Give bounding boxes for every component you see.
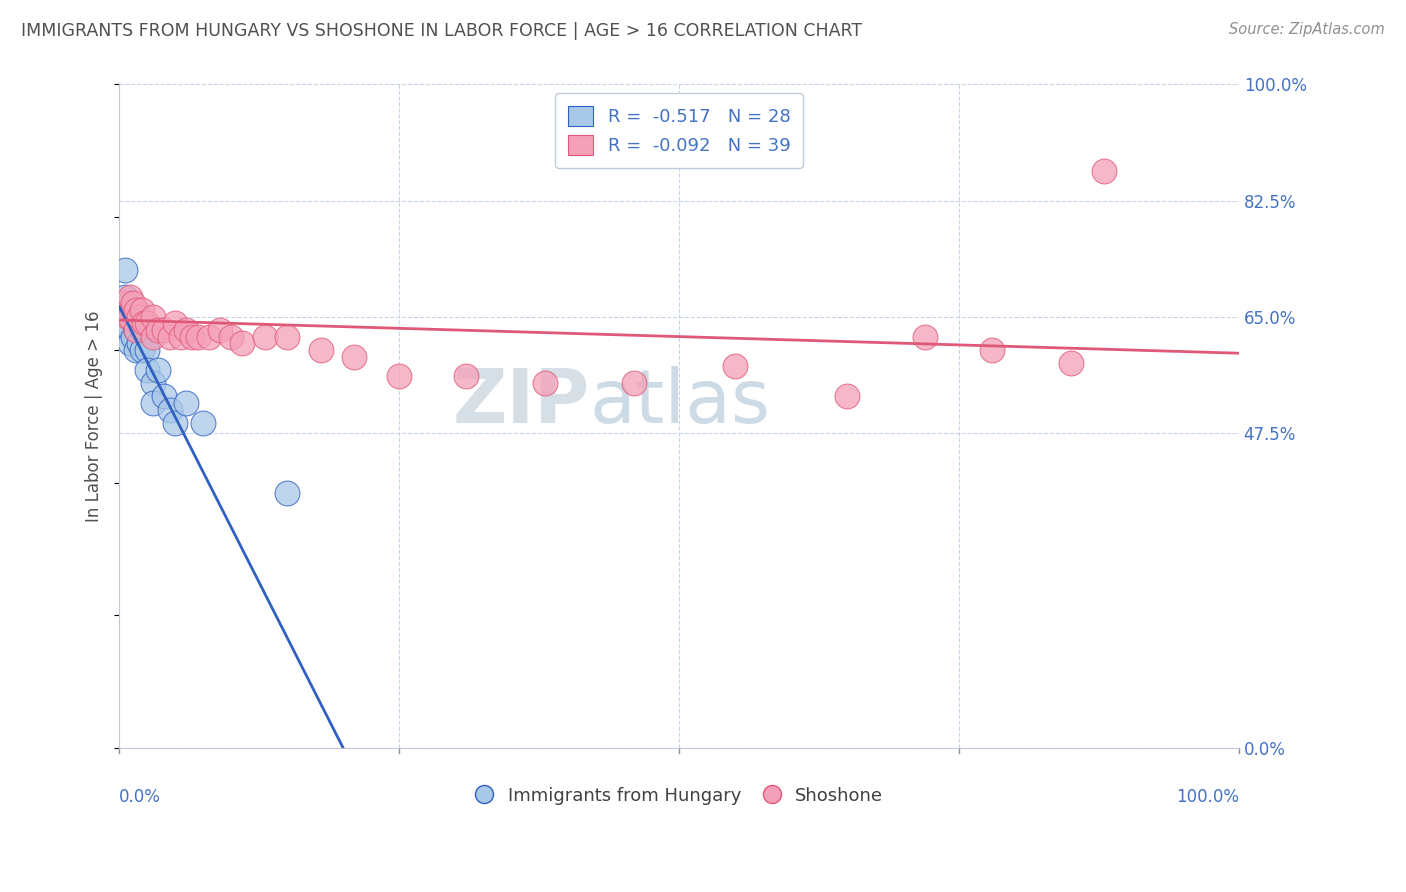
Point [121,329,143,343]
Point [131,303,153,318]
Point [114,263,136,277]
Point [120,290,142,304]
Point [456,369,478,384]
Point [623,376,645,390]
Point [120,296,142,310]
Point [117,316,139,330]
Point [131,323,153,337]
Point [153,389,176,403]
Point [835,389,858,403]
Point [165,316,187,330]
Point [136,343,159,357]
Point [114,296,136,310]
Point [125,303,148,318]
Point [253,329,276,343]
Point [132,316,155,330]
Point [533,376,555,390]
Point [117,303,139,318]
Point [142,376,165,390]
Point [219,329,242,343]
Point [121,296,143,310]
Point [142,396,165,410]
Point [170,329,193,343]
Point [120,323,142,337]
Point [276,485,298,500]
Text: Source: ZipAtlas.com: Source: ZipAtlas.com [1229,22,1385,37]
Point [148,363,170,377]
Point [148,323,170,337]
Legend: Immigrants from Hungary, Shoshone: Immigrants from Hungary, Shoshone [468,780,890,812]
Point [153,323,176,337]
Point [125,323,148,337]
Point [343,350,366,364]
Point [914,329,936,343]
Point [136,363,159,377]
Point [117,310,139,324]
Point [193,416,215,430]
Point [724,359,747,374]
Text: 100.0%: 100.0% [1175,788,1239,805]
Point [159,329,181,343]
Point [388,369,411,384]
Point [276,329,298,343]
Text: atlas: atlas [589,367,770,440]
Point [1060,356,1083,370]
Point [128,310,150,324]
Point [231,336,253,351]
Point [208,323,231,337]
Point [309,343,332,357]
Point [1094,163,1116,178]
Point [176,396,198,410]
Point [176,323,198,337]
Y-axis label: In Labor Force | Age > 16: In Labor Force | Age > 16 [86,310,103,522]
Point [120,310,142,324]
Point [165,416,187,430]
Point [125,303,148,318]
Point [131,343,153,357]
Point [981,343,1004,357]
Point [120,310,142,324]
Point [181,329,204,343]
Point [125,323,148,337]
Point [142,310,165,324]
Point [128,336,150,351]
Text: IMMIGRANTS FROM HUNGARY VS SHOSHONE IN LABOR FORCE | AGE > 16 CORRELATION CHART: IMMIGRANTS FROM HUNGARY VS SHOSHONE IN L… [21,22,862,40]
Point [136,316,159,330]
Text: 0.0%: 0.0% [120,788,162,805]
Point [114,290,136,304]
Point [120,336,142,351]
Point [128,316,150,330]
Point [125,343,148,357]
Point [159,402,181,417]
Point [121,310,143,324]
Text: ZIP: ZIP [453,367,589,440]
Point [142,329,165,343]
Point [198,329,221,343]
Point [187,329,209,343]
